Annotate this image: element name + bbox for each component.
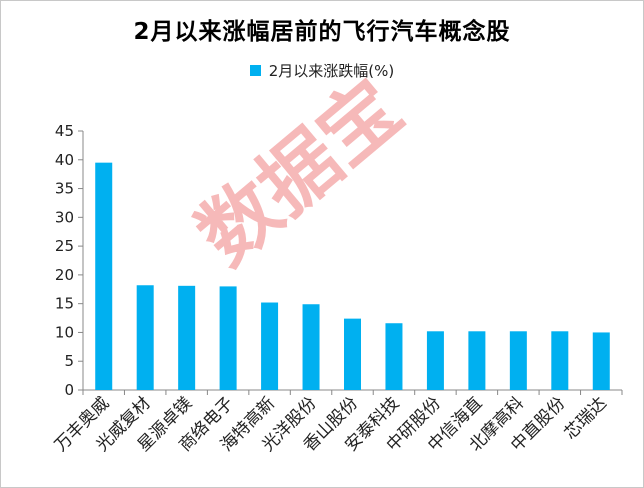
bar [592,332,610,390]
legend-label: 2月以来涨跌幅(%) [268,62,395,80]
bar [468,331,486,390]
bar [136,285,154,390]
legend-swatch [249,65,261,76]
chart-title: 2月以来涨幅居前的飞行汽车概念股 [133,19,511,45]
bar [178,285,196,390]
y-tick-label: 25 [55,237,74,255]
bar [344,318,361,390]
y-tick-label: 35 [55,180,74,198]
bar [426,331,444,390]
y-tick-label: 15 [55,295,74,313]
bar [509,331,527,390]
bar [302,304,320,390]
y-tick-label: 0 [64,381,74,399]
bar [551,331,569,390]
y-tick-label: 40 [55,151,74,169]
y-tick-label: 20 [55,266,74,284]
bar [219,286,237,390]
bar [261,302,279,390]
legend: 2月以来涨跌幅(%) [0,60,644,81]
y-tick-label: 10 [55,323,74,341]
x-tick-label: 芯瑞达 [561,393,611,443]
y-tick-label: 5 [64,352,74,370]
y-tick-label: 45 [55,122,74,140]
y-tick-label: 30 [55,208,74,226]
bar [385,323,403,390]
bar [95,162,113,390]
